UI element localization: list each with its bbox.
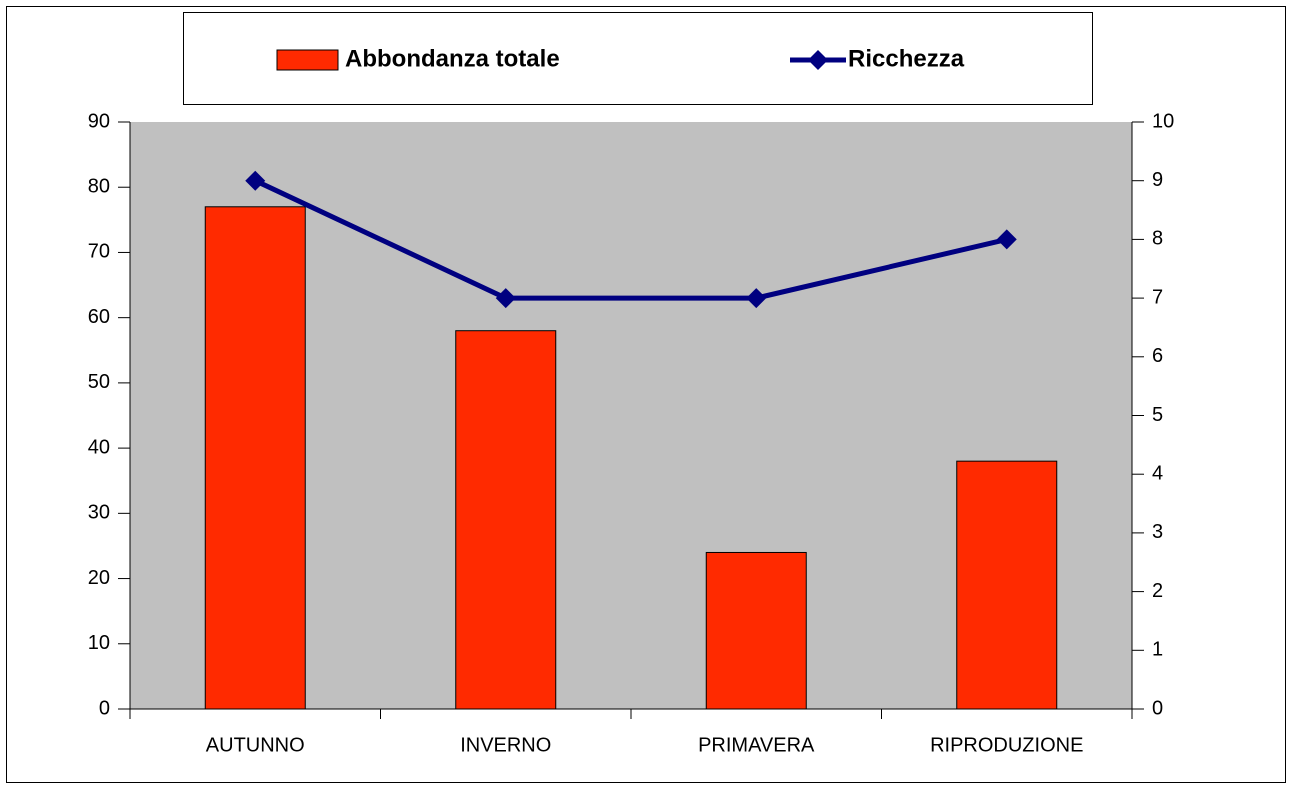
bar <box>956 460 1058 710</box>
legend-marker <box>808 50 828 70</box>
legend-label: Abbondanza totale <box>345 45 560 72</box>
y-tick-label: 50 <box>88 371 110 393</box>
marker <box>746 288 767 309</box>
y2-tick-label: 1 <box>1152 639 1163 661</box>
bar <box>204 206 306 710</box>
x-tick-label: INVERNO <box>460 734 551 756</box>
x-tick-label: AUTUNNO <box>206 734 305 756</box>
y-tick-label: 40 <box>88 436 110 458</box>
y2-tick-label: 10 <box>1152 110 1174 132</box>
y-tick-label: 80 <box>88 176 110 198</box>
y2-tick-label: 7 <box>1152 286 1163 308</box>
y2-tick-label: 6 <box>1152 345 1163 367</box>
y2-tick-label: 5 <box>1152 404 1163 426</box>
y-tick-label: 20 <box>88 567 110 589</box>
y2-tick-label: 8 <box>1152 228 1163 250</box>
legend-label: Ricchezza <box>848 45 965 72</box>
x-tick-label: PRIMAVERA <box>698 734 815 756</box>
legend-swatch <box>276 49 339 71</box>
y2-tick-label: 2 <box>1152 580 1163 602</box>
line <box>254 178 1008 301</box>
marker <box>245 170 266 191</box>
bar <box>455 330 557 710</box>
y-tick-label: 60 <box>88 306 110 328</box>
y2-tick-label: 4 <box>1152 462 1163 484</box>
x-tick-label: RIPRODUZIONE <box>930 734 1083 756</box>
y-tick-label: 70 <box>88 241 110 263</box>
y-tick-label: 30 <box>88 502 110 524</box>
y2-tick-label: 9 <box>1152 169 1163 191</box>
marker <box>996 229 1017 250</box>
y2-tick-label: 3 <box>1152 521 1163 543</box>
y-tick-label: 10 <box>88 632 110 654</box>
y2-tick-label: 0 <box>1152 697 1163 719</box>
marker <box>495 288 516 309</box>
bar <box>705 551 807 710</box>
y-tick-label: 0 <box>99 697 110 719</box>
y-tick-label: 90 <box>88 110 110 132</box>
